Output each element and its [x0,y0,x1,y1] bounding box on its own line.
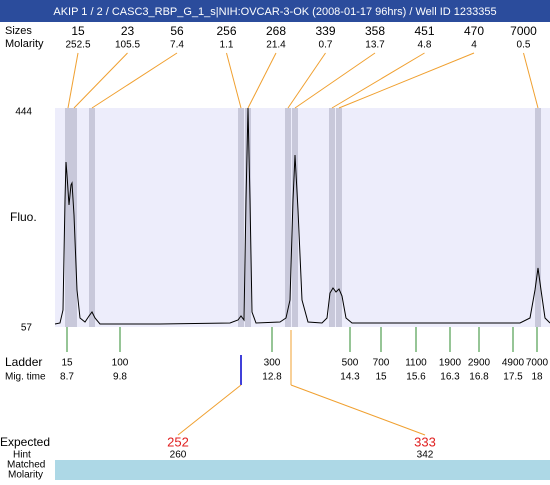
peak-size: 451 [414,24,434,38]
ladder-time: 16.8 [469,372,489,383]
ladder-time: 8.7 [60,372,74,383]
peak-connector [523,52,539,109]
ladder-size: 7000 [526,358,549,369]
ladder-time: 16.3 [440,372,460,383]
peak-molarity: 105.5 [115,40,140,51]
peak-connector [294,52,376,109]
peak-connector [287,52,326,109]
peak-band [89,108,95,327]
ladder-size: 700 [373,358,390,369]
peak-connector [247,52,277,109]
peak-molarity: 4 [471,40,477,51]
hint-size: 342 [417,450,434,461]
ladder-time: 12.8 [262,372,282,383]
y-top-label: 444 [15,107,32,118]
peak-connector [91,52,178,109]
molarity-label: Molarity [8,470,43,480]
peak-size: 470 [464,24,484,38]
ladder-time: 14.3 [340,372,360,383]
title-bar [0,0,550,22]
hint-label: Hint [13,450,31,461]
ladder-time: 9.8 [113,372,127,383]
peak-size: 23 [121,24,135,38]
peak-band [65,108,71,327]
peak-band [336,108,342,327]
peak-size: 56 [170,24,184,38]
peak-molarity: 13.7 [365,40,385,51]
title: AKIP 1 / 2 / CASC3_RBP_G_1_s|NIH:OVCAR-3… [53,6,496,18]
mig-time-label: Mig. time [5,372,46,383]
peak-connector [226,52,242,109]
expected-size: 333 [414,434,436,449]
peak-size: 268 [266,24,286,38]
peak-connector [331,52,425,109]
ladder-label: Ladder [5,355,42,369]
peak-molarity: 4.8 [418,40,432,51]
ladder-size: 2900 [468,358,491,369]
connector [177,384,242,436]
ladder-size: 300 [264,358,281,369]
sizes-label: Sizes [5,25,32,37]
peak-size: 7000 [510,24,537,38]
ladder-size: 500 [342,358,359,369]
matched-band [55,460,550,480]
trace [54,107,550,325]
peak-molarity: 1.1 [220,40,234,51]
expected-size: 252 [167,434,189,449]
peak-band [245,108,251,327]
ladder-size: 1900 [439,358,462,369]
peak-size: 339 [315,24,335,38]
peak-connector [338,52,475,109]
ladder-time: 17.5 [503,372,523,383]
peak-size: 256 [216,24,236,38]
molarity-label: Molarity [5,38,44,50]
ladder-size: 1100 [405,358,427,369]
peak-molarity: 7.4 [170,40,184,51]
plot-area [55,108,550,327]
expected-label: Expected [0,435,50,449]
peak-band [329,108,335,327]
ladder-time: 18 [531,372,543,383]
peak-connector [67,52,79,109]
ladder-size: 15 [61,358,73,369]
connector [290,384,426,436]
y-axis-label: Fluo. [10,210,37,224]
peak-band [535,108,541,327]
ladder-size: 100 [112,358,129,369]
y-bottom-label: 57 [21,323,33,334]
peak-band [285,108,291,327]
peak-band [292,108,298,327]
hint-size: 260 [170,450,187,461]
ladder-time: 15.6 [406,372,426,383]
peak-molarity: 0.7 [319,40,333,51]
ladder-size: 4900 [502,358,525,369]
peak-molarity: 252.5 [65,40,90,51]
peak-connector [73,52,128,109]
peak-molarity: 21.4 [266,40,286,51]
ladder-time: 15 [375,372,387,383]
peak-size: 15 [71,24,85,38]
peak-molarity: 0.5 [517,40,531,51]
peak-band [238,108,244,327]
matched-label: Matched [7,460,45,471]
peak-size: 358 [365,24,385,38]
